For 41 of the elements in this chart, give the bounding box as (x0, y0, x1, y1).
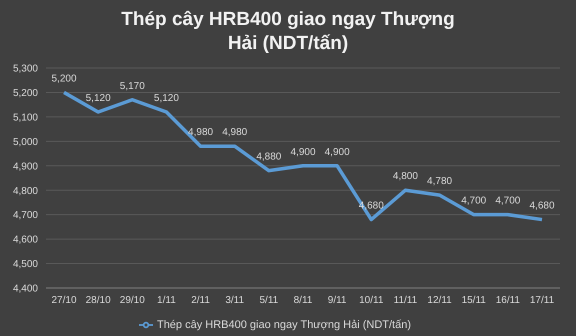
y-tick-label: 5,200 (12, 88, 38, 99)
x-tick-label: 15/11 (462, 295, 486, 306)
x-tick-label: 27/10 (51, 295, 77, 306)
x-tick-label: 5/11 (259, 295, 279, 306)
x-tick-label: 8/11 (294, 295, 313, 306)
data-label: 4,900 (290, 146, 316, 158)
x-tick-label: 9/11 (328, 295, 347, 306)
data-label: 5,200 (51, 73, 77, 84)
x-tick-label: 12/11 (427, 295, 452, 306)
x-tick-label: 1/11 (157, 295, 176, 306)
data-label: 5,120 (86, 93, 112, 104)
x-tick-label: 29/10 (120, 295, 146, 306)
data-label: 5,120 (154, 93, 180, 104)
y-tick-label: 4,400 (12, 284, 38, 295)
x-tick-label: 10/11 (359, 295, 384, 306)
x-tick-label: 28/10 (86, 295, 112, 306)
data-label: 4,700 (461, 196, 487, 207)
x-tick-label: 3/11 (225, 295, 245, 306)
data-label: 4,780 (427, 176, 453, 188)
data-label: 5,170 (120, 80, 146, 92)
y-tick-label: 4,500 (12, 259, 38, 270)
legend-label: Thép cây HRB400 giao ngay Thượng Hải (NDT/tấn) (156, 318, 412, 331)
y-tick-label: 4,600 (12, 234, 38, 246)
y-tick-label: 4,800 (12, 186, 38, 197)
data-label: 4,800 (392, 171, 418, 182)
y-tick-label: 5,300 (12, 64, 38, 75)
x-tick-label: 16/11 (496, 295, 520, 306)
data-label: 4,680 (529, 200, 555, 212)
x-tick-label: 17/11 (530, 295, 555, 306)
x-tick-label: 2/11 (191, 295, 210, 306)
data-label: 4,900 (324, 146, 350, 158)
data-label: 4,700 (495, 196, 521, 207)
y-tick-label: 4,900 (12, 161, 38, 172)
y-tick-label: 4,700 (12, 210, 38, 222)
y-tick-label: 5,000 (12, 136, 38, 148)
data-label: 4,980 (222, 127, 248, 138)
y-tick-label: 5,100 (12, 112, 38, 124)
x-tick-label: 11/11 (394, 295, 418, 306)
data-label: 4,980 (188, 127, 214, 138)
data-label: 4,880 (256, 152, 282, 163)
chart-title: Thép cây HRB400 giao ngay Thượng Hải (NDT/tấn) (120, 8, 456, 56)
